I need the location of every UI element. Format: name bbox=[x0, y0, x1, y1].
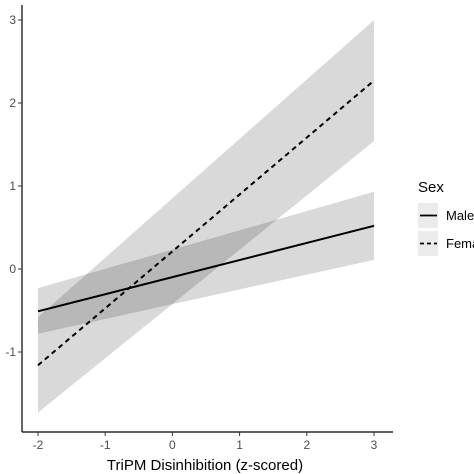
series-line-female bbox=[37, 79, 375, 367]
y-axis-ticks: -1 0 1 2 3 bbox=[5, 13, 22, 359]
legend-label-male: Male bbox=[446, 208, 474, 223]
y-tick-label: 1 bbox=[9, 179, 16, 193]
x-tick-label: 0 bbox=[169, 438, 176, 452]
x-tick-label: -2 bbox=[33, 438, 44, 452]
x-axis-ticks: -2 -1 0 1 2 3 bbox=[33, 432, 378, 452]
regression-lines bbox=[37, 79, 375, 367]
y-tick-label: 0 bbox=[9, 262, 16, 276]
ci-ribbon-female bbox=[38, 20, 374, 413]
x-tick-label: -1 bbox=[100, 438, 111, 452]
legend-label-female: Female bbox=[446, 236, 474, 251]
y-tick-label: 2 bbox=[9, 96, 16, 110]
y-tick-label: -1 bbox=[5, 345, 16, 359]
y-tick-label: 3 bbox=[9, 13, 16, 27]
confidence-ribbons bbox=[38, 20, 374, 413]
x-tick-label: 3 bbox=[371, 438, 378, 452]
legend: Sex Male Female bbox=[418, 179, 474, 256]
x-tick-label: 1 bbox=[236, 438, 243, 452]
x-axis-title: TriPM Disinhibition (z-scored) bbox=[107, 457, 303, 474]
ci-ribbon-male bbox=[38, 191, 374, 334]
series-line-male bbox=[37, 224, 375, 313]
legend-title: Sex bbox=[418, 179, 444, 196]
x-tick-label: 2 bbox=[303, 438, 310, 452]
